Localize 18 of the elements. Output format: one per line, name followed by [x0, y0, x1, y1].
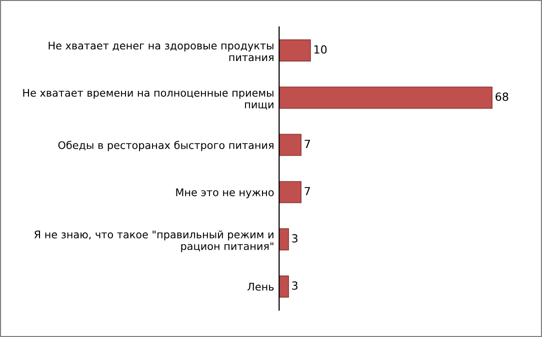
bar [279, 276, 289, 298]
data-label: 10 [314, 45, 327, 54]
data-label: 3 [292, 234, 298, 243]
bar [279, 228, 289, 250]
data-label: 7 [304, 140, 310, 148]
y-tick-label: Лень [248, 282, 274, 291]
bar [279, 86, 492, 109]
y-tick-label: Я не знаю, что такое "правильный режим и рацион питания" [34, 230, 274, 252]
bar [279, 181, 302, 204]
y-tick-label: Не хватает денег на здоровые продукты питания [48, 42, 274, 62]
data-label: 3 [292, 281, 298, 290]
y-tick-label: Мне это не нужно [176, 188, 274, 198]
bar [279, 134, 302, 156]
bar [279, 39, 311, 62]
data-label: 7 [304, 187, 310, 196]
y-tick-label: Обеды в ресторанах быстрого питания [58, 140, 274, 152]
data-label: 68 [496, 92, 508, 101]
y-tick-label: Не хватает времени на полноценные приемы пищи [23, 88, 274, 110]
